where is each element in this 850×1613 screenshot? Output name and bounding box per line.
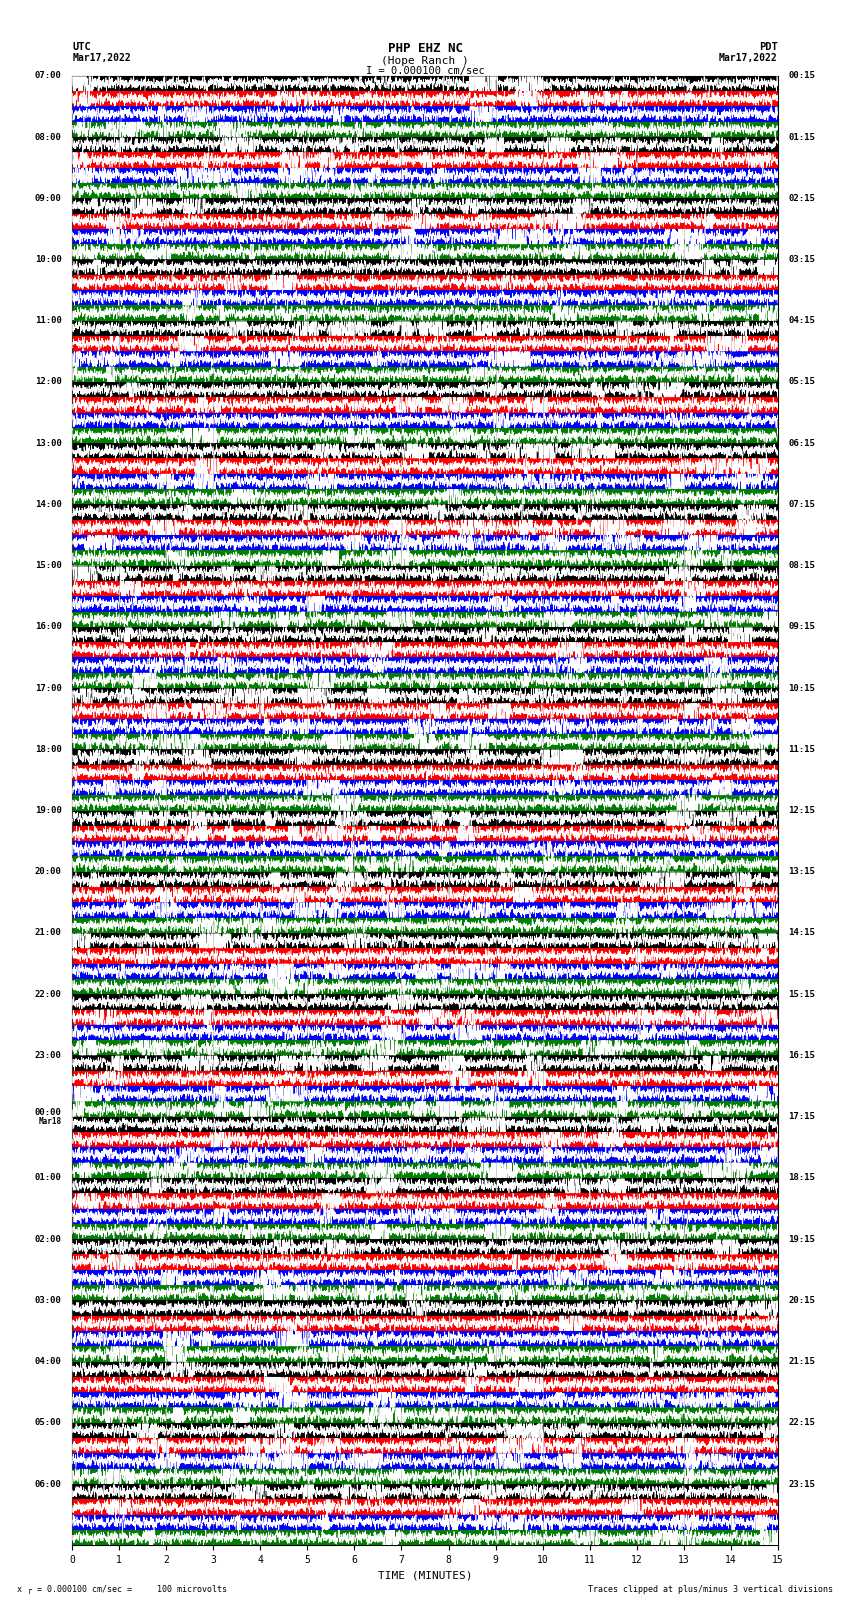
Text: (Hope Ranch ): (Hope Ranch ) [381, 56, 469, 66]
Text: 07:00: 07:00 [35, 71, 62, 81]
Text: 06:15: 06:15 [788, 439, 815, 448]
Text: 01:00: 01:00 [35, 1173, 62, 1182]
Text: 08:15: 08:15 [788, 561, 815, 569]
Text: 17:00: 17:00 [35, 684, 62, 692]
Text: 04:15: 04:15 [788, 316, 815, 326]
Text: 13:15: 13:15 [788, 868, 815, 876]
Text: 20:15: 20:15 [788, 1295, 815, 1305]
Text: 19:15: 19:15 [788, 1234, 815, 1244]
Text: PDT: PDT [759, 42, 778, 52]
Text: 19:00: 19:00 [35, 806, 62, 815]
Text: 18:00: 18:00 [35, 745, 62, 753]
X-axis label: TIME (MINUTES): TIME (MINUTES) [377, 1571, 473, 1581]
Text: 18:15: 18:15 [788, 1173, 815, 1182]
Text: 16:00: 16:00 [35, 623, 62, 631]
Text: Mar17,2022: Mar17,2022 [719, 53, 778, 63]
Text: 03:15: 03:15 [788, 255, 815, 265]
Text: x ┌ = 0.000100 cm/sec =     100 microvolts: x ┌ = 0.000100 cm/sec = 100 microvolts [17, 1584, 227, 1594]
Text: 01:15: 01:15 [788, 132, 815, 142]
Text: 13:00: 13:00 [35, 439, 62, 448]
Text: 08:00: 08:00 [35, 132, 62, 142]
Text: 00:00: 00:00 [35, 1108, 62, 1116]
Text: 11:00: 11:00 [35, 316, 62, 326]
Text: 14:00: 14:00 [35, 500, 62, 508]
Text: 20:00: 20:00 [35, 868, 62, 876]
Text: 02:15: 02:15 [788, 194, 815, 203]
Text: 23:00: 23:00 [35, 1052, 62, 1060]
Text: 21:15: 21:15 [788, 1357, 815, 1366]
Text: 12:00: 12:00 [35, 377, 62, 387]
Text: 17:15: 17:15 [788, 1113, 815, 1121]
Text: 07:15: 07:15 [788, 500, 815, 508]
Text: 02:00: 02:00 [35, 1234, 62, 1244]
Text: 06:00: 06:00 [35, 1479, 62, 1489]
Text: 09:15: 09:15 [788, 623, 815, 631]
Text: Mar18: Mar18 [38, 1116, 62, 1126]
Text: 23:15: 23:15 [788, 1479, 815, 1489]
Text: Mar17,2022: Mar17,2022 [72, 53, 131, 63]
Text: 15:15: 15:15 [788, 990, 815, 998]
Text: 05:00: 05:00 [35, 1418, 62, 1428]
Text: 03:00: 03:00 [35, 1295, 62, 1305]
Text: 10:00: 10:00 [35, 255, 62, 265]
Text: 21:00: 21:00 [35, 929, 62, 937]
Text: 11:15: 11:15 [788, 745, 815, 753]
Text: 00:15: 00:15 [788, 71, 815, 81]
Text: 05:15: 05:15 [788, 377, 815, 387]
Text: Traces clipped at plus/minus 3 vertical divisions: Traces clipped at plus/minus 3 vertical … [588, 1584, 833, 1594]
Text: 14:15: 14:15 [788, 929, 815, 937]
Text: PHP EHZ NC: PHP EHZ NC [388, 42, 462, 55]
Text: 22:00: 22:00 [35, 990, 62, 998]
Text: I = 0.000100 cm/sec: I = 0.000100 cm/sec [366, 66, 484, 76]
Text: 12:15: 12:15 [788, 806, 815, 815]
Text: 15:00: 15:00 [35, 561, 62, 569]
Text: 09:00: 09:00 [35, 194, 62, 203]
Text: 04:00: 04:00 [35, 1357, 62, 1366]
Text: UTC: UTC [72, 42, 91, 52]
Text: 22:15: 22:15 [788, 1418, 815, 1428]
Text: 16:15: 16:15 [788, 1052, 815, 1060]
Text: 10:15: 10:15 [788, 684, 815, 692]
